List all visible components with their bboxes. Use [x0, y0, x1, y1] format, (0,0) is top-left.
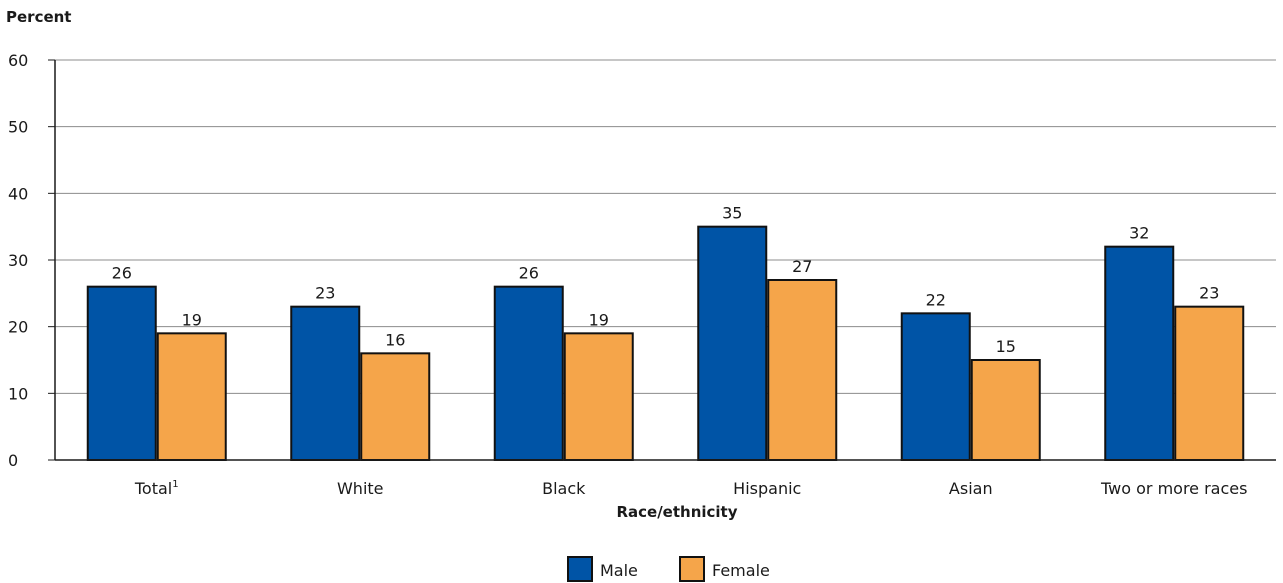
y-tick-label: 30: [8, 251, 28, 270]
category-labels: Total1 White Black Hispanic Asian Two or more…: [134, 479, 1248, 498]
legend-label-male: Male: [600, 561, 638, 580]
bar-male: [697, 225, 768, 461]
category-label: Two or more races: [1100, 479, 1247, 498]
data-label: 23: [1199, 284, 1219, 303]
bar-female: [360, 352, 431, 462]
y-tick-label: 50: [8, 118, 28, 137]
data-label: 26: [112, 264, 132, 283]
y-tick-label: 20: [8, 318, 28, 337]
data-label: 19: [182, 310, 202, 329]
bar-female: [767, 279, 838, 461]
data-label: 27: [792, 257, 812, 276]
data-label: 16: [385, 330, 405, 349]
legend-swatch-male: [567, 556, 593, 582]
category-label: Hispanic: [733, 479, 801, 498]
category-label: White: [337, 479, 384, 498]
y-tick-label: 60: [8, 51, 28, 70]
data-label: 19: [589, 310, 609, 329]
x-axis-title: Race/ethnicity: [616, 503, 737, 521]
bar-male: [1104, 245, 1175, 461]
category-label: Asian: [949, 479, 993, 498]
bar-female: [563, 332, 634, 462]
bar-male: [290, 305, 361, 461]
y-tick-label: 0: [8, 451, 18, 470]
y-tick-label: 10: [8, 384, 28, 403]
data-label: 32: [1129, 224, 1149, 243]
legend: Male Female: [567, 556, 770, 582]
category-label: Total1: [134, 479, 179, 498]
footnote-marker: 1: [172, 479, 178, 490]
legend-swatch-female: [679, 556, 705, 582]
y-axis-title: Percent: [6, 8, 71, 26]
bar-female: [1174, 305, 1245, 461]
data-labels: 26 19 23 16 26 19 35 27 22 15 32 23: [112, 204, 1220, 356]
bar-male: [493, 285, 564, 461]
data-label: 15: [996, 337, 1016, 356]
y-tick-label: 40: [8, 184, 28, 203]
data-label: 22: [926, 290, 946, 309]
axes: [54, 60, 1276, 461]
data-label: 26: [519, 264, 539, 283]
bar-male: [86, 285, 157, 461]
bar-female: [970, 359, 1041, 461]
bar-male: [900, 312, 971, 462]
bars: [86, 225, 1245, 462]
gridlines: [55, 59, 1276, 394]
category-label: Black: [542, 479, 586, 498]
bar-female: [156, 332, 227, 462]
legend-label-female: Female: [712, 561, 770, 580]
data-label: 35: [722, 204, 742, 223]
data-label: 23: [315, 284, 335, 303]
y-axis-ticks: 0 10 20 30 40 50 60: [8, 51, 55, 470]
